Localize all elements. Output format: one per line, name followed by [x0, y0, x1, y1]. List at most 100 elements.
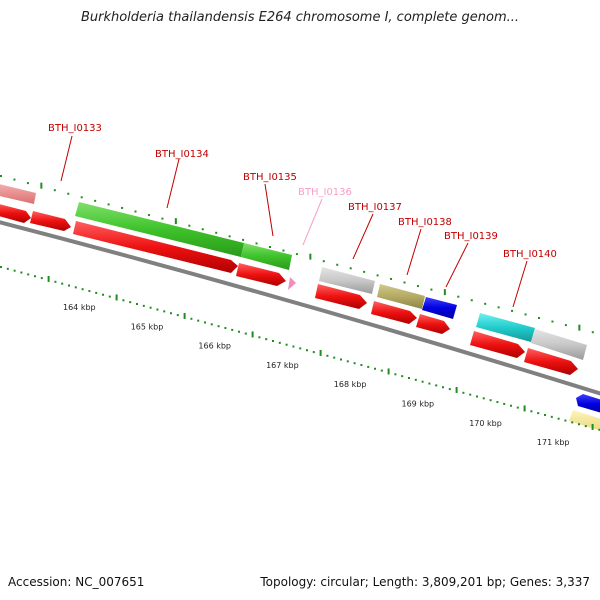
minor-tick [442, 386, 444, 389]
outer-tick [484, 302, 487, 305]
outer-tick [443, 289, 446, 296]
outer-tick [282, 249, 285, 252]
minor-tick [156, 308, 159, 311]
minor-tick [61, 282, 64, 285]
minor-tick [496, 401, 499, 404]
minor-tick [408, 377, 410, 379]
gene-label-bth-i0135[interactable]: BTH_I0135 [243, 172, 297, 183]
gene-bar-bth-i0138-cog[interactable] [377, 284, 425, 309]
cds-arrow-bth-i0140[interactable] [470, 331, 525, 358]
minor-tick [197, 319, 200, 322]
major-tick [251, 331, 254, 338]
outer-tick [336, 263, 339, 266]
cds-arrow-bth-i0134[interactable] [73, 221, 238, 273]
cds-arrow-bth-i0139[interactable] [416, 314, 450, 334]
minor-tick [537, 412, 540, 415]
minor-tick [13, 269, 16, 272]
outer-tick [295, 253, 298, 256]
minor-tick [333, 356, 336, 359]
gene-label-bth-i0140[interactable]: BTH_I0140 [503, 249, 557, 260]
gene-bar-bth-i0136-cog[interactable] [288, 277, 296, 290]
gene-bar-171-blue[interactable] [576, 394, 600, 414]
minor-tick [258, 336, 261, 339]
outer-tick [390, 277, 393, 280]
gene-label-bth-i0134[interactable]: BTH_I0134 [155, 149, 209, 160]
cds-arrow-bth-i0138[interactable] [371, 301, 417, 324]
gene-bar-bth-i0135-cog[interactable] [241, 243, 292, 270]
minor-tick [374, 367, 376, 370]
gene-label-bth-i0138[interactable]: BTH_I0138 [398, 217, 452, 228]
minor-tick [380, 369, 383, 372]
outer-tick [363, 270, 366, 273]
gene-label-bth-i0136[interactable]: BTH_I0136 [298, 187, 352, 198]
minor-tick [210, 323, 213, 326]
minor-tick [510, 404, 512, 407]
outer-tick [564, 324, 567, 327]
gene-bar-bth-i0139-cog[interactable] [422, 297, 457, 319]
outer-tick [0, 175, 2, 177]
major-tick [183, 312, 186, 319]
cds-arrow-bth-i0133b[interactable] [30, 211, 71, 231]
minor-tick [95, 291, 98, 294]
leader-bth-i0136 [302, 198, 323, 246]
major-tick [523, 405, 526, 412]
minor-tick [435, 384, 438, 387]
position-label: 164 kbp [63, 303, 96, 312]
cds-arrow-next[interactable] [524, 348, 578, 375]
cds-arrow-bth-i0137[interactable] [315, 284, 367, 309]
minor-tick [217, 325, 220, 328]
outer-tick [134, 210, 137, 213]
major-tick [47, 275, 50, 282]
gene-leader-lines [60, 135, 528, 308]
gene-bar-171-yellow[interactable] [569, 410, 600, 432]
minor-tick [516, 406, 519, 409]
minor-tick [326, 354, 329, 357]
outer-tick [174, 218, 177, 225]
gene-label-bth-i0139[interactable]: BTH_I0139 [444, 231, 498, 242]
major-tick [455, 386, 458, 393]
outer-tick [309, 253, 312, 260]
minor-tick [571, 421, 574, 424]
gene-bar-next-cog[interactable] [531, 329, 587, 360]
gene-label-bth-i0137[interactable]: BTH_I0137 [348, 202, 402, 213]
major-tick [387, 368, 390, 375]
minor-tick [102, 293, 104, 296]
minor-tick [149, 306, 152, 309]
outer-tick [578, 324, 581, 331]
outer-tick [416, 285, 419, 288]
gene-bar-bth-i0133-cog[interactable] [0, 183, 36, 204]
minor-tick [360, 364, 363, 367]
minor-tick [312, 351, 315, 354]
minor-tick [306, 349, 308, 352]
gene-bar-bth-i0140-cog[interactable] [476, 313, 535, 342]
cds-arrow-bth-i0133[interactable] [0, 203, 31, 223]
outer-tick [497, 306, 500, 309]
minor-tick [503, 402, 506, 405]
outer-tick [511, 309, 514, 312]
outer-tick [403, 281, 406, 284]
minor-tick [54, 280, 57, 283]
gene-bar-bth-i0137-cog[interactable] [319, 267, 375, 294]
position-label: 169 kbp [402, 400, 435, 409]
gene-bar-bth-i0134-cog[interactable] [75, 202, 244, 257]
leader-bth-i0138 [406, 228, 422, 276]
minor-tick [428, 382, 431, 385]
leader-bth-i0135 [264, 183, 274, 237]
cds-arrow-bth-i0135[interactable] [236, 263, 286, 286]
outer-tick [26, 182, 29, 185]
accession-text: Accession: NC_007651 [8, 575, 145, 589]
cds-track [0, 203, 578, 375]
position-label: 170 kbp [469, 419, 502, 428]
gene-label-bth-i0133[interactable]: BTH_I0133 [48, 123, 102, 134]
outer-tick [524, 313, 527, 316]
minor-tick [190, 317, 193, 320]
minor-tick [340, 358, 342, 361]
outer-tick [591, 331, 594, 334]
minor-tick [401, 375, 404, 378]
major-tick [319, 349, 322, 356]
outer-tick [322, 260, 325, 263]
outer-tick [188, 224, 191, 227]
minor-tick [292, 345, 295, 348]
outer-tick [376, 274, 379, 277]
